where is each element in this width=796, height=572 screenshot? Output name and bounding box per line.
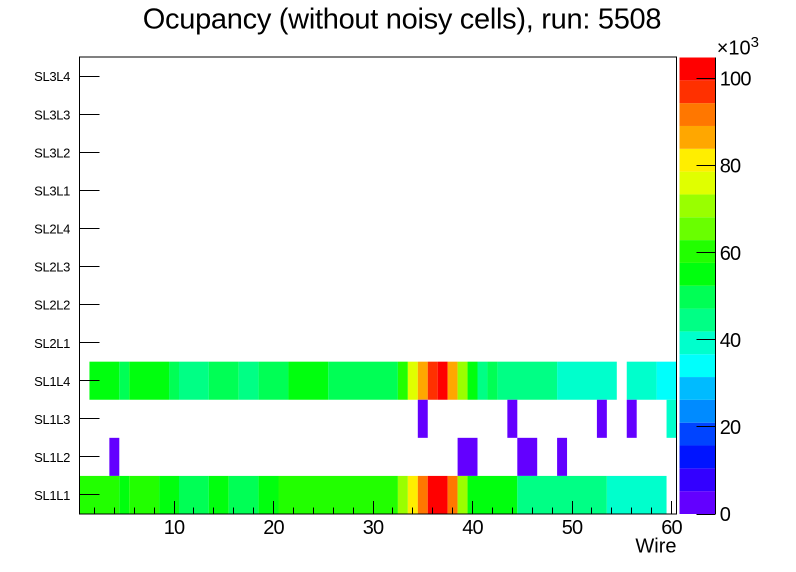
svg-text:60: 60 — [720, 243, 741, 265]
svg-text:40: 40 — [462, 517, 483, 539]
svg-text:60: 60 — [661, 517, 682, 539]
svg-text:80: 80 — [720, 156, 741, 178]
svg-text:100: 100 — [720, 69, 752, 91]
svg-text:SL1L3: SL1L3 — [34, 412, 70, 427]
svg-text:SL2L4: SL2L4 — [34, 222, 70, 237]
svg-text:40: 40 — [720, 330, 741, 352]
svg-text:50: 50 — [562, 517, 583, 539]
svg-text:SL1L2: SL1L2 — [34, 450, 70, 465]
svg-text:Ocupancy (without noisy cells): Ocupancy (without noisy cells), run: 550… — [143, 3, 661, 35]
svg-text:20: 20 — [720, 417, 741, 439]
svg-text:SL2L2: SL2L2 — [34, 298, 70, 313]
svg-text:SL3L3: SL3L3 — [34, 107, 70, 122]
svg-text:SL3L2: SL3L2 — [34, 145, 70, 160]
svg-text:0: 0 — [720, 504, 731, 526]
svg-text:SL2L3: SL2L3 — [34, 260, 70, 275]
svg-text:20: 20 — [263, 517, 284, 539]
svg-text:SL1L1: SL1L1 — [34, 488, 70, 503]
svg-text:Wire: Wire — [635, 536, 676, 558]
svg-text:SL3L1: SL3L1 — [34, 183, 70, 198]
svg-text:SL1L4: SL1L4 — [34, 374, 70, 389]
svg-text:SL2L1: SL2L1 — [34, 336, 70, 351]
svg-text:30: 30 — [363, 517, 384, 539]
svg-text:10: 10 — [164, 517, 185, 539]
svg-text:×103: ×103 — [717, 34, 759, 60]
svg-text:SL3L4: SL3L4 — [34, 69, 70, 84]
